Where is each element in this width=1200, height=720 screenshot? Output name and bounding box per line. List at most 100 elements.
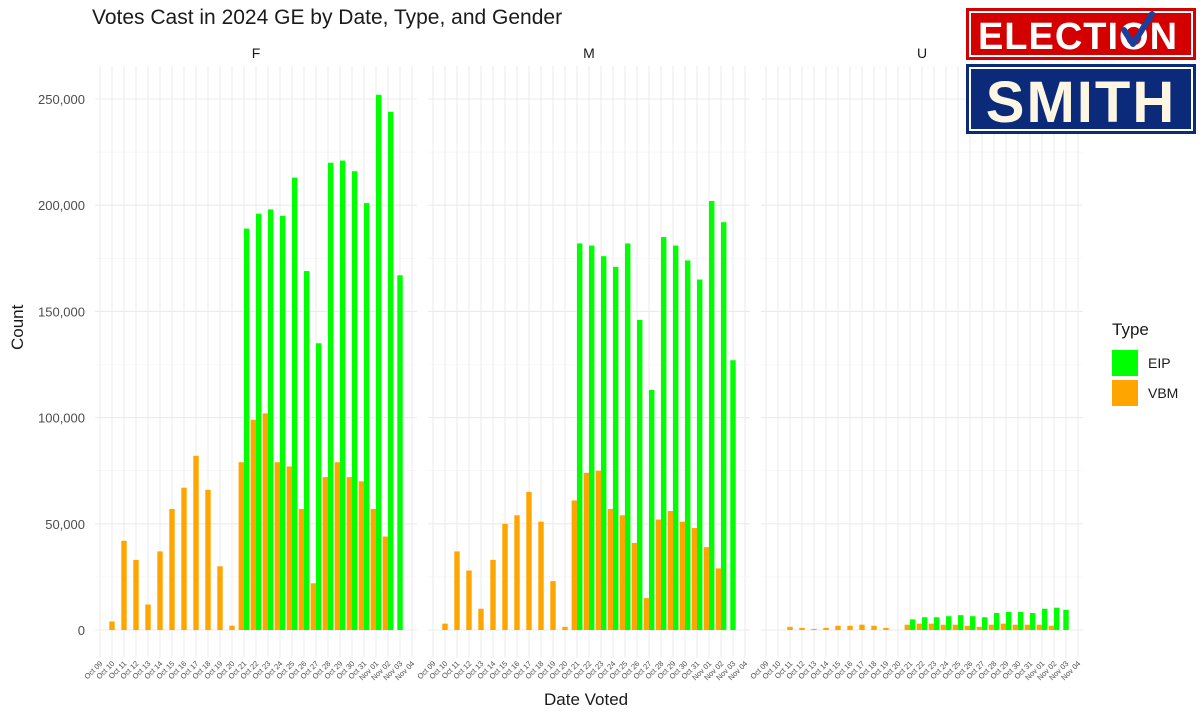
logo-top-border (969, 11, 1193, 57)
bar-vbm (964, 625, 970, 630)
bar-vbm (583, 472, 589, 630)
bar-vbm (715, 568, 721, 630)
legend-item-vbm: VBM (1112, 378, 1178, 408)
bar-eip (1063, 609, 1069, 630)
bar-eip (1042, 608, 1048, 630)
bar-eip (709, 200, 715, 630)
bar-vbm (607, 508, 613, 630)
check-mark-icon (1121, 11, 1155, 47)
bar-vbm (346, 477, 352, 630)
bar-vbm (859, 624, 865, 630)
bar-eip (994, 613, 1000, 630)
facet-label: U (917, 45, 927, 61)
bar-vbm (550, 581, 556, 630)
bar-vbm (883, 627, 889, 630)
bar-vbm (109, 621, 115, 630)
bar-vbm (643, 598, 649, 630)
bar-vbm (286, 466, 292, 630)
bar-eip (376, 94, 382, 630)
logo-bottom-band (966, 64, 1196, 134)
bar-eip (970, 616, 976, 630)
bar-vbm (181, 487, 187, 630)
bar-eip (721, 222, 727, 630)
bar-vbm (988, 624, 994, 630)
bar-eip (268, 209, 274, 630)
bar-vbm (976, 626, 982, 630)
logo-top-band (966, 8, 1196, 60)
bar-eip (922, 617, 928, 630)
bar-eip (697, 279, 703, 630)
bar-vbm (466, 570, 472, 630)
bar-eip (589, 245, 595, 630)
y-tick-label: 0 (78, 623, 85, 638)
bar-eip (685, 260, 691, 630)
logo-line2: SMITH (986, 70, 1176, 134)
bar-vbm (310, 583, 316, 630)
bar-eip (946, 616, 952, 630)
bar-vbm (358, 481, 364, 630)
bar-eip (256, 213, 262, 631)
bar-eip (316, 343, 322, 630)
legend-title: Type (1112, 320, 1149, 339)
bar-vbm (274, 462, 280, 630)
bar-eip (280, 215, 286, 630)
bar-eip (637, 319, 643, 630)
bar-eip (388, 111, 394, 630)
bar-eip (1030, 613, 1036, 630)
bar-vbm (952, 624, 958, 630)
bar-vbm (679, 521, 685, 630)
bar-vbm (538, 521, 544, 630)
bar-eip (982, 617, 988, 630)
bar-vbm (619, 515, 625, 630)
bar-vbm (823, 627, 829, 630)
bar-eip (1018, 611, 1024, 630)
bar-vbm (370, 508, 376, 630)
x-axis-label: Date Voted (544, 690, 629, 709)
bar-vbm (454, 551, 460, 630)
bar-vbm (298, 508, 304, 630)
bar-vbm (1048, 625, 1054, 630)
bar-vbm (490, 559, 496, 630)
bar-vbm (799, 627, 805, 630)
bar-vbm (1024, 624, 1030, 630)
bar-vbm (928, 623, 934, 630)
bar-vbm (631, 542, 637, 630)
bar-eip (661, 237, 667, 630)
bar-vbm (703, 547, 709, 630)
bar-vbm (250, 419, 256, 630)
bar-eip (577, 243, 583, 630)
bar-vbm (1012, 624, 1018, 630)
bar-vbm (478, 608, 484, 630)
y-tick-label: 50,000 (45, 517, 85, 532)
bar-vbm (691, 528, 697, 630)
bar-eip (328, 162, 334, 630)
bar-vbm (229, 625, 235, 630)
bar-eip (340, 160, 346, 630)
facet-label: M (583, 45, 595, 61)
legend-label-vbm: VBM (1148, 385, 1179, 401)
bar-eip (730, 360, 736, 630)
bar-eip (673, 245, 679, 630)
facet-label: F (252, 45, 261, 61)
chart-title: Votes Cast in 2024 GE by Date, Type, and… (92, 6, 563, 29)
bar-vbm (382, 536, 388, 630)
bar-vbm (133, 559, 139, 630)
bar-vbm (145, 604, 151, 630)
bar-eip (649, 389, 655, 630)
bar-vbm (916, 623, 922, 630)
bar-vbm (502, 523, 508, 630)
bar-eip (625, 243, 631, 630)
bar-eip (364, 203, 370, 631)
bar-vbm (871, 625, 877, 630)
legend: Type EIP VBM (1112, 320, 1178, 408)
bar-eip (304, 271, 310, 630)
bar-vbm (442, 623, 448, 630)
election-smith-logo: ELECTION SMITH (966, 8, 1196, 134)
bar-vbm (1000, 623, 1006, 630)
y-axis-label: Count (8, 304, 27, 350)
bar-vbm (595, 470, 601, 630)
bar-eip (292, 177, 298, 630)
bar-vbm (514, 515, 520, 630)
legend-item-eip: EIP (1112, 348, 1178, 378)
